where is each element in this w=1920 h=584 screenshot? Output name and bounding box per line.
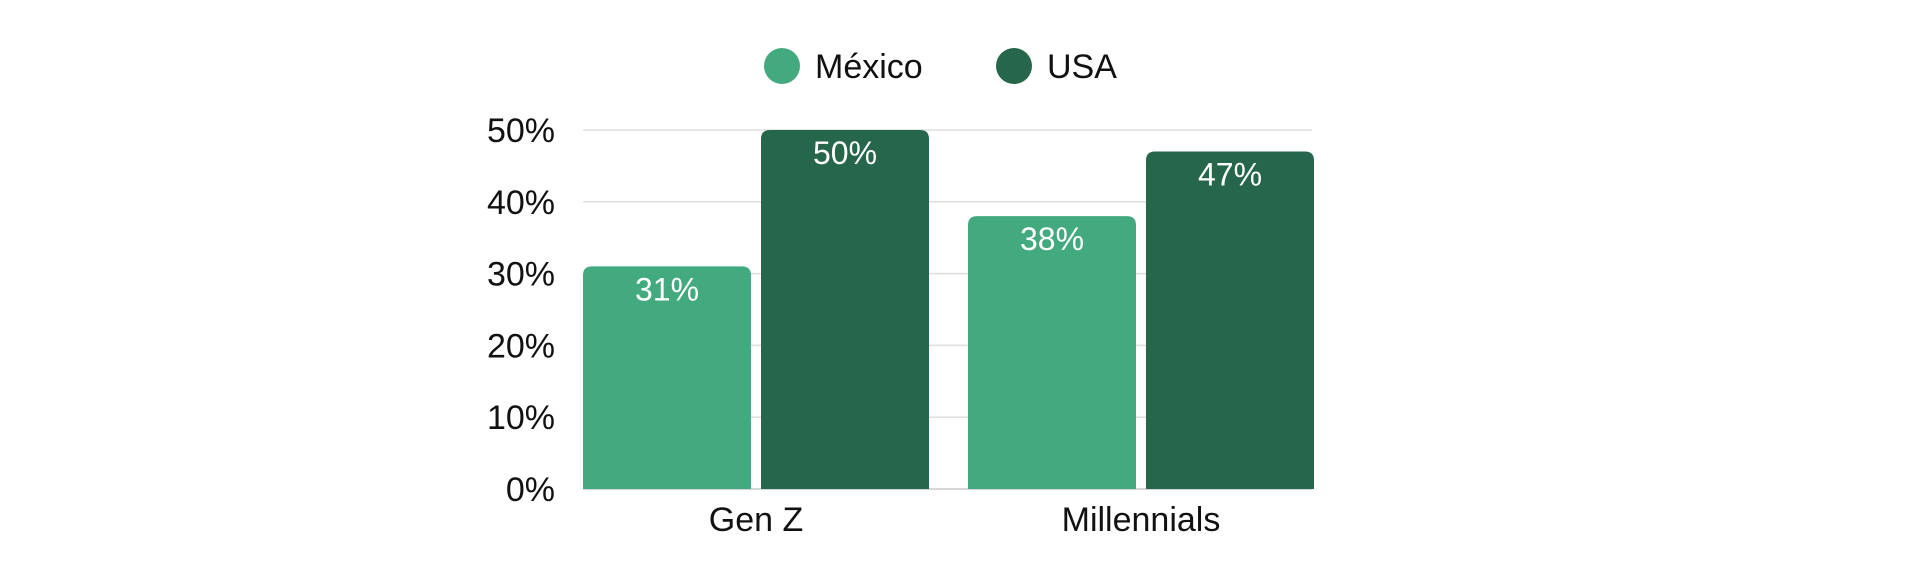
y-tick-label: 50% [487, 112, 555, 150]
y-tick-label: 10% [487, 399, 555, 437]
bar-mxico-millennials [968, 216, 1136, 489]
legend-item: USA [996, 48, 1117, 86]
legend-label: USA [1047, 48, 1117, 86]
data-label: 47% [1198, 157, 1262, 193]
data-labels: 31% 50% 38% 47% [635, 135, 1262, 307]
x-category-label: Gen Z [709, 501, 803, 539]
data-label: 50% [813, 135, 877, 171]
y-tick-label: 20% [487, 327, 555, 365]
legend-item: México [764, 48, 923, 86]
y-axis: 0% 10% 20% 30% 40% 50% [487, 112, 555, 509]
x-category-label: Millennials [1062, 501, 1221, 539]
bars [583, 130, 1314, 490]
legend: México USA [764, 48, 1117, 86]
bar-usa-millennials [1146, 151, 1314, 490]
y-tick-label: 0% [506, 471, 555, 509]
legend-swatch [764, 48, 800, 84]
data-label: 38% [1020, 221, 1084, 257]
legend-swatch [996, 48, 1032, 84]
x-axis: Gen Z Millennials [709, 501, 1221, 539]
y-tick-label: 40% [487, 184, 555, 222]
bar-usa-gen-z [761, 130, 929, 489]
y-tick-label: 30% [487, 256, 555, 294]
data-label: 31% [635, 271, 699, 307]
bar-mxico-gen-z [583, 266, 751, 489]
legend-label: México [815, 48, 923, 86]
